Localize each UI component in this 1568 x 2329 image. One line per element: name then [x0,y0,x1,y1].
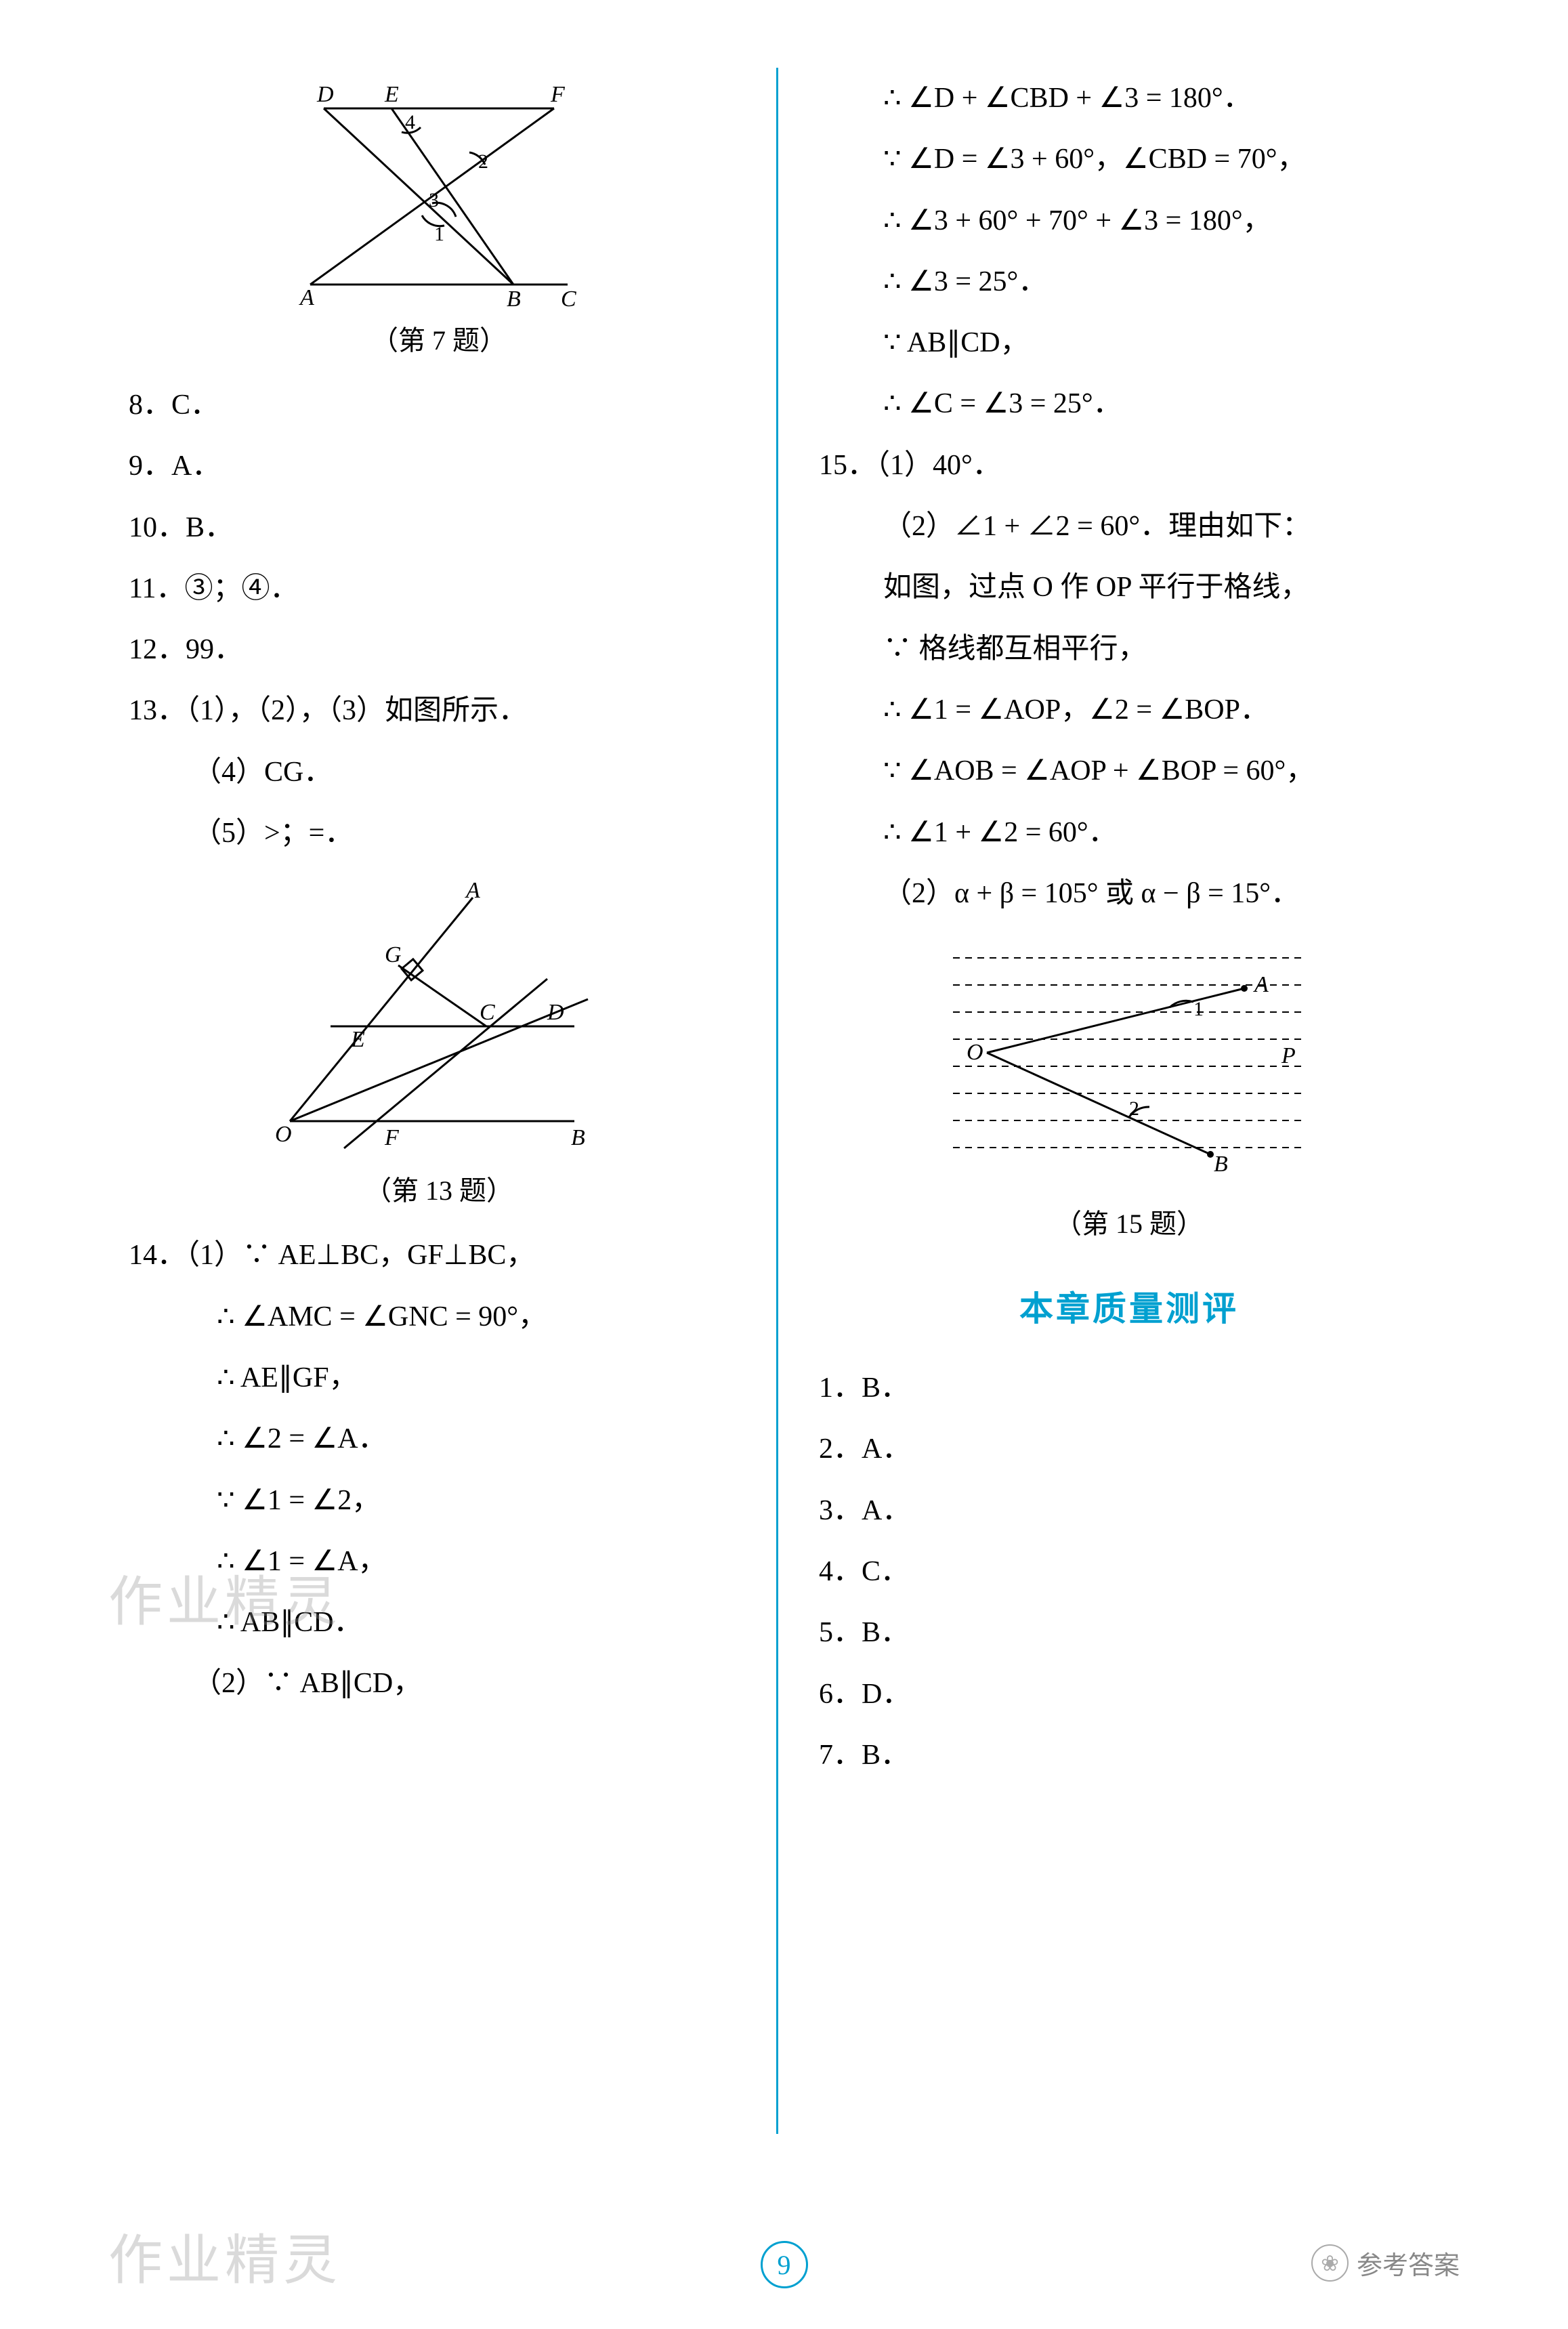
svg-text:F: F [550,82,566,107]
answer-14-1: 14．（1）∵ AE⊥BC，GF⊥BC， [129,1225,749,1286]
svg-text:A: A [299,285,314,310]
answer-15-2: （2）∠1 + ∠2 = 60°．理由如下： [819,496,1439,557]
svg-text:E: E [384,82,399,107]
figure-13-caption: （第 13 题） [129,1169,749,1208]
assess-1: 1．B． [819,1358,1439,1419]
answer-14-5: ∵ ∠1 = ∠2， [129,1470,749,1531]
answer-11: 11．③；④． [129,558,749,619]
page-number: 9 [761,2241,808,2288]
watermark-2: 作业精灵 [108,2217,341,2295]
assess-7: 7．B． [819,1725,1439,1786]
section-title: 本章质量测评 [819,1282,1439,1330]
r6: ∴ ∠C = ∠3 = 25°． [819,373,1439,434]
svg-text:E: E [350,1027,365,1052]
answer-13-4: （4）CG． [129,742,749,803]
figure-7-caption: （第 7 题） [129,318,749,358]
answer-15-8: （2）α + β = 105° 或 α − β = 15°． [819,863,1439,924]
assess-5: 5．B． [819,1602,1439,1663]
r5: ∵ AB∥CD， [819,312,1439,373]
answer-13-1: 13．（1），（2），（3）如图所示． [129,680,749,741]
svg-text:D: D [316,82,334,107]
answer-14-2: ∴ ∠AMC = ∠GNC = 90°， [129,1286,749,1347]
two-column-layout: D E F A B C 4 2 3 1 （第 7 题） 8．C． 9．A． 10… [102,68,1466,2134]
assess-4: 4．C． [819,1541,1439,1602]
right-column: ∴ ∠D + ∠CBD + ∠3 = 180°． ∵ ∠D = ∠3 + 60°… [778,68,1466,2134]
answer-14-6: ∴ ∠1 = ∠A， [129,1531,749,1592]
answer-15-1: 15．（1）40°． [819,435,1439,496]
svg-text:A: A [465,878,480,903]
assess-2: 2．A． [819,1419,1439,1480]
answer-8: 8．C． [129,375,749,436]
r1: ∴ ∠D + ∠CBD + ∠3 = 180°． [819,68,1439,129]
svg-text:B: B [507,287,521,312]
figure-13-svg: A G E C D O F B [263,877,615,1162]
answer-14-7: ∴ AB∥CD． [129,1592,749,1653]
leaf-icon: ❀ [1311,2244,1349,2282]
answer-13-5: （5）>；=． [129,803,749,864]
figure-15-svg: O A B P 1 2 [926,938,1332,1195]
figure-15-caption: （第 15 题） [819,1202,1439,1241]
answer-15-6: ∵ ∠AOB = ∠AOP + ∠BOP = 60°， [819,740,1439,801]
svg-text:1: 1 [1193,998,1204,1020]
assess-3: 3．A． [819,1480,1439,1541]
svg-text:C: C [480,1000,495,1025]
r4: ∴ ∠3 = 25°． [819,251,1439,312]
svg-text:2: 2 [478,150,488,173]
svg-text:A: A [1253,972,1269,997]
left-column: D E F A B C 4 2 3 1 （第 7 题） 8．C． 9．A． 10… [102,68,778,2134]
svg-text:1: 1 [434,223,444,245]
figure-7: D E F A B C 4 2 3 1 [129,81,749,312]
answer-9: 9．A． [129,436,749,497]
svg-text:F: F [384,1125,400,1150]
svg-text:P: P [1281,1043,1296,1068]
answer-12: 12．99． [129,619,749,680]
answer-14-8: （2）∵ AB∥CD， [129,1653,749,1714]
answer-14-4: ∴ ∠2 = ∠A． [129,1408,749,1469]
svg-text:B: B [571,1125,585,1150]
svg-text:2: 2 [1129,1097,1139,1120]
svg-text:O: O [275,1122,292,1147]
r3: ∴ ∠3 + 60° + 70° + ∠3 = 180°， [819,190,1439,251]
footer-label: ❀ 参考答案 [1311,2244,1460,2282]
svg-text:D: D [547,1000,564,1025]
svg-text:3: 3 [429,189,439,211]
svg-text:4: 4 [405,111,415,133]
answer-10: 10．B． [129,497,749,558]
figure-7-svg: D E F A B C 4 2 3 1 [297,81,581,312]
svg-text:O: O [967,1040,983,1065]
svg-text:G: G [385,942,402,967]
answer-15-7: ∴ ∠1 + ∠2 = 60°． [819,802,1439,863]
answer-15-3: 如图，过点 O 作 OP 平行于格线， [819,557,1439,618]
answer-14-3: ∴ AE∥GF， [129,1347,749,1408]
assess-6: 6．D． [819,1664,1439,1725]
figure-13: A G E C D O F B [129,877,749,1162]
answer-15-4: ∵ 格线都互相平行， [819,618,1439,679]
figure-15: O A B P 1 2 [819,938,1439,1195]
answer-15-5: ∴ ∠1 = ∠AOP，∠2 = ∠BOP． [819,679,1439,740]
r2: ∵ ∠D = ∠3 + 60°，∠CBD = 70°， [819,129,1439,190]
footer-text: 参考答案 [1357,2244,1460,2282]
svg-text:B: B [1214,1152,1228,1177]
svg-text:C: C [561,287,576,312]
